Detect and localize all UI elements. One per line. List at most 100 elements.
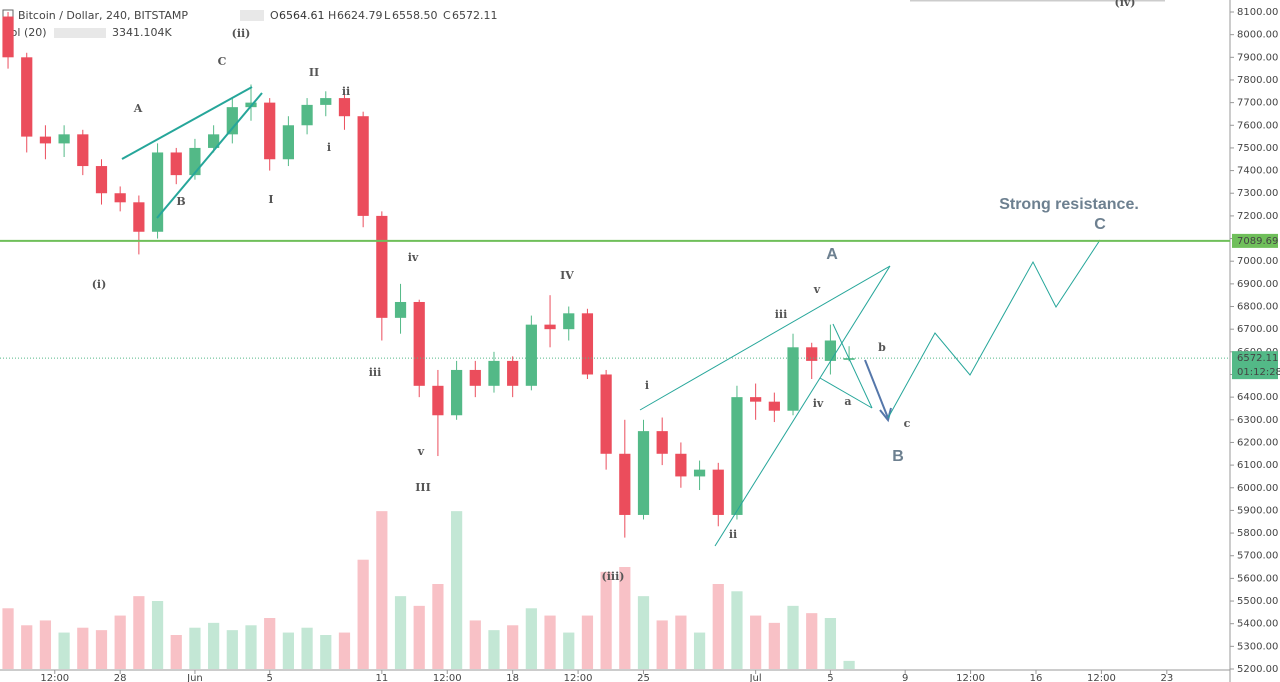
- x-tick-label: 16: [1030, 673, 1043, 682]
- wave-label: ii: [342, 85, 350, 98]
- annotation-large: C: [1094, 216, 1106, 233]
- countdown: 01:12:28: [1237, 367, 1280, 378]
- wave-label: iii: [369, 366, 382, 379]
- trend-line: [121, 86, 253, 160]
- wave-label: (i): [92, 278, 107, 291]
- volume-bar: [432, 584, 444, 669]
- volume-bar: [768, 622, 780, 669]
- volume-bar: [413, 605, 425, 669]
- volume-bar: [264, 618, 276, 669]
- candle-body: [581, 313, 594, 375]
- wave-label: (iv): [1115, 0, 1136, 9]
- wave-label: (ii): [232, 27, 251, 40]
- annotation-large: B: [892, 448, 904, 465]
- candle-body: [320, 98, 332, 105]
- wave-label: i: [327, 141, 331, 154]
- wave-label: (iii): [602, 570, 625, 583]
- volume-bar: [806, 613, 818, 669]
- candle-body: [693, 469, 706, 477]
- x-tick-label: 23: [1160, 673, 1173, 682]
- candle-body: [656, 431, 668, 454]
- volume-ma: 1.104K: [133, 26, 172, 39]
- candle-body: [450, 369, 463, 416]
- resistance-tag-label: 7089.69: [1237, 236, 1278, 247]
- wave-label: v: [813, 283, 821, 296]
- volume-bar: [39, 620, 52, 669]
- candle-body: [469, 369, 481, 386]
- ohlc: O 6564.61 H 6624.79 L 6558.50 C 6572.11: [270, 9, 498, 22]
- volume-bar: [21, 625, 33, 669]
- plot: [2, 12, 855, 669]
- y-tick-label: 7500.00: [1237, 143, 1278, 154]
- candle-body: [264, 102, 276, 160]
- candle-body: [637, 431, 650, 515]
- volume-bar: [469, 620, 481, 669]
- volume-bar: [656, 620, 668, 669]
- volume-bar: [507, 625, 519, 669]
- volume-bar: [114, 615, 126, 669]
- x-tick-label: 12:00: [564, 673, 593, 682]
- y-tick-label: 6700.00: [1237, 324, 1278, 335]
- y-tick-label: 6900.00: [1237, 279, 1278, 290]
- trend-line: [714, 265, 891, 547]
- symbol: Bitcoin / Dollar, 240, BITSTAMP: [18, 9, 188, 22]
- last-price-label: 6572.11: [1237, 353, 1278, 364]
- candle-body: [338, 98, 351, 117]
- candle-body: [39, 136, 52, 144]
- wave-label: B: [176, 195, 185, 208]
- resistance-tag: [1232, 233, 1278, 248]
- trend-line: [639, 265, 891, 411]
- volume-bar: [245, 625, 257, 669]
- volume-title: Vol (20): [4, 26, 47, 39]
- volume-bar: [95, 630, 108, 669]
- y-tick-label: 5600.00: [1237, 573, 1278, 584]
- wave-label: v: [417, 445, 425, 458]
- candle-body: [507, 360, 519, 386]
- candle-body: [806, 347, 818, 361]
- x-tick-label: 11: [375, 673, 388, 682]
- x-tick-label: 12:00: [433, 673, 462, 682]
- header-buttons[interactable]: [240, 10, 264, 21]
- volume-bar: [282, 632, 294, 669]
- candle-body: [787, 347, 799, 411]
- volume-bar: [675, 615, 687, 669]
- candle-body: [525, 324, 537, 386]
- y-tick-label: 8100.00: [1237, 7, 1278, 18]
- y-tick-label: 5700.00: [1237, 551, 1278, 562]
- trend-line: [819, 377, 873, 409]
- candle-body: [357, 116, 369, 216]
- annotations: (ii)CABIIiiiI(i)iviiivIIIIV(iii)iiiiiivi…: [92, 0, 1139, 583]
- wave-label: A: [133, 102, 143, 115]
- y-tick-label: 5200.00: [1237, 664, 1278, 675]
- wave-label: iii: [775, 308, 788, 321]
- candle-body: [488, 360, 500, 386]
- drawings: [121, 86, 1101, 547]
- ohlc-value: 6558.50: [392, 9, 438, 22]
- projection: [887, 239, 1101, 419]
- y-tick-label: 6000.00: [1237, 483, 1278, 494]
- volume-buttons[interactable]: [54, 28, 106, 38]
- wave-label: ii: [729, 528, 737, 541]
- y-tick-label: 6200.00: [1237, 437, 1278, 448]
- y-tick-label: 7400.00: [1237, 166, 1278, 177]
- volume-bar: [563, 632, 575, 669]
- volume-bar: [525, 608, 537, 669]
- ohlc-value: 6572.11: [452, 9, 498, 22]
- wave-label: b: [878, 341, 886, 354]
- volume-bar: [376, 511, 388, 669]
- candle-body: [768, 401, 780, 411]
- y-tick-label: 7000.00: [1237, 256, 1278, 267]
- wave-label: III: [415, 481, 430, 494]
- candle-body: [750, 397, 762, 402]
- wave-label: iv: [813, 397, 824, 410]
- volume-bar: [2, 608, 14, 669]
- y-tick-label: 7900.00: [1237, 52, 1278, 63]
- y-tick-label: 5900.00: [1237, 505, 1278, 516]
- volume-bar: [843, 660, 855, 669]
- candle-body: [376, 215, 388, 318]
- annotation-large: A: [826, 246, 838, 263]
- x-tick-label: 18: [506, 673, 519, 682]
- last-price-tag: [1232, 351, 1278, 380]
- volume-bar: [450, 511, 463, 669]
